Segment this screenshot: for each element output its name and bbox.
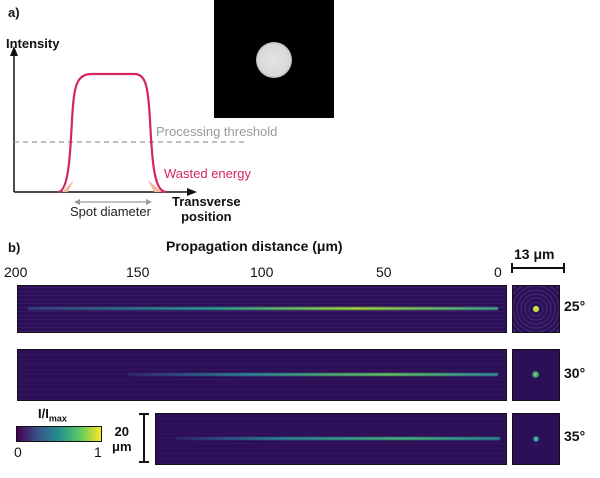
- wasted-energy-label: Wasted energy: [164, 166, 251, 181]
- angle-25: 25°: [564, 298, 586, 314]
- panel-a-plot: [10, 46, 245, 205]
- wasted-energy-right: [148, 180, 162, 192]
- x-axis-arrow-icon: [187, 188, 197, 196]
- spot-cross-section-25: [512, 285, 560, 333]
- y-axis-label: Intensity: [6, 36, 60, 51]
- beam-spot: [256, 42, 292, 78]
- y-axis-arrow-icon: [10, 46, 18, 56]
- tick-200: 200: [4, 264, 28, 280]
- beam-profile-25: [17, 285, 507, 333]
- x-axis-label: Transverse position: [172, 194, 241, 224]
- panel-a-label: a): [8, 5, 20, 20]
- colorbar-min: 0: [14, 444, 22, 460]
- beam-profile-35: [155, 413, 507, 465]
- spot-cross-section-35: [512, 413, 560, 465]
- propagation-axis-label: Propagation distance (μm): [166, 238, 343, 254]
- beam-profile-30: [17, 349, 507, 401]
- panel-b-label: b): [8, 240, 21, 255]
- scale-bar: [511, 263, 565, 273]
- colorbar-title: I/Imax: [38, 406, 67, 424]
- spot-cross-section-30: [512, 349, 560, 401]
- spot-image: [214, 0, 334, 118]
- spot-diameter-label: Spot diameter: [70, 204, 151, 219]
- scale-bar-label: 13 μm: [514, 246, 555, 262]
- vertical-scale-bar: [139, 413, 149, 463]
- tick-150: 150: [126, 264, 150, 280]
- tick-50: 50: [376, 264, 392, 280]
- threshold-label: Processing threshold: [156, 124, 278, 139]
- colorbar: [16, 426, 102, 442]
- vertical-scale-label: 20 μm: [112, 424, 132, 454]
- tick-100: 100: [250, 264, 274, 280]
- angle-35: 35°: [564, 428, 586, 444]
- wasted-energy-left: [62, 180, 74, 192]
- colorbar-max: 1: [94, 444, 102, 460]
- intensity-curve: [57, 72, 167, 194]
- angle-30: 30°: [564, 365, 586, 381]
- tick-0: 0: [494, 264, 502, 280]
